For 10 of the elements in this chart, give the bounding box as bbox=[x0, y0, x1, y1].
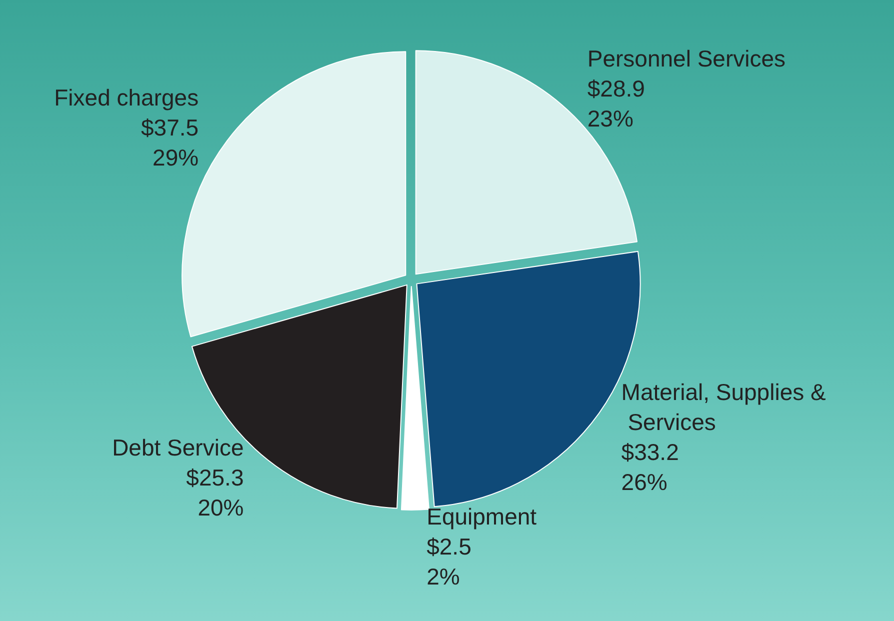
data-label: $37.5 29% bbox=[141, 114, 199, 170]
data-label: $28.9 23% bbox=[587, 75, 645, 132]
slice-label: Material, Supplies & Services bbox=[621, 378, 826, 435]
slice-label: Equipment bbox=[426, 504, 538, 530]
data-label: $2.5 2% bbox=[426, 534, 472, 590]
slice-label: Personnel Services bbox=[587, 45, 786, 72]
slice-label: Fixed charges bbox=[54, 84, 199, 110]
data-label: $33.2 26% bbox=[621, 438, 679, 495]
slice-label: Debt Service bbox=[112, 434, 244, 461]
data-label: $25.3 20% bbox=[186, 464, 244, 521]
